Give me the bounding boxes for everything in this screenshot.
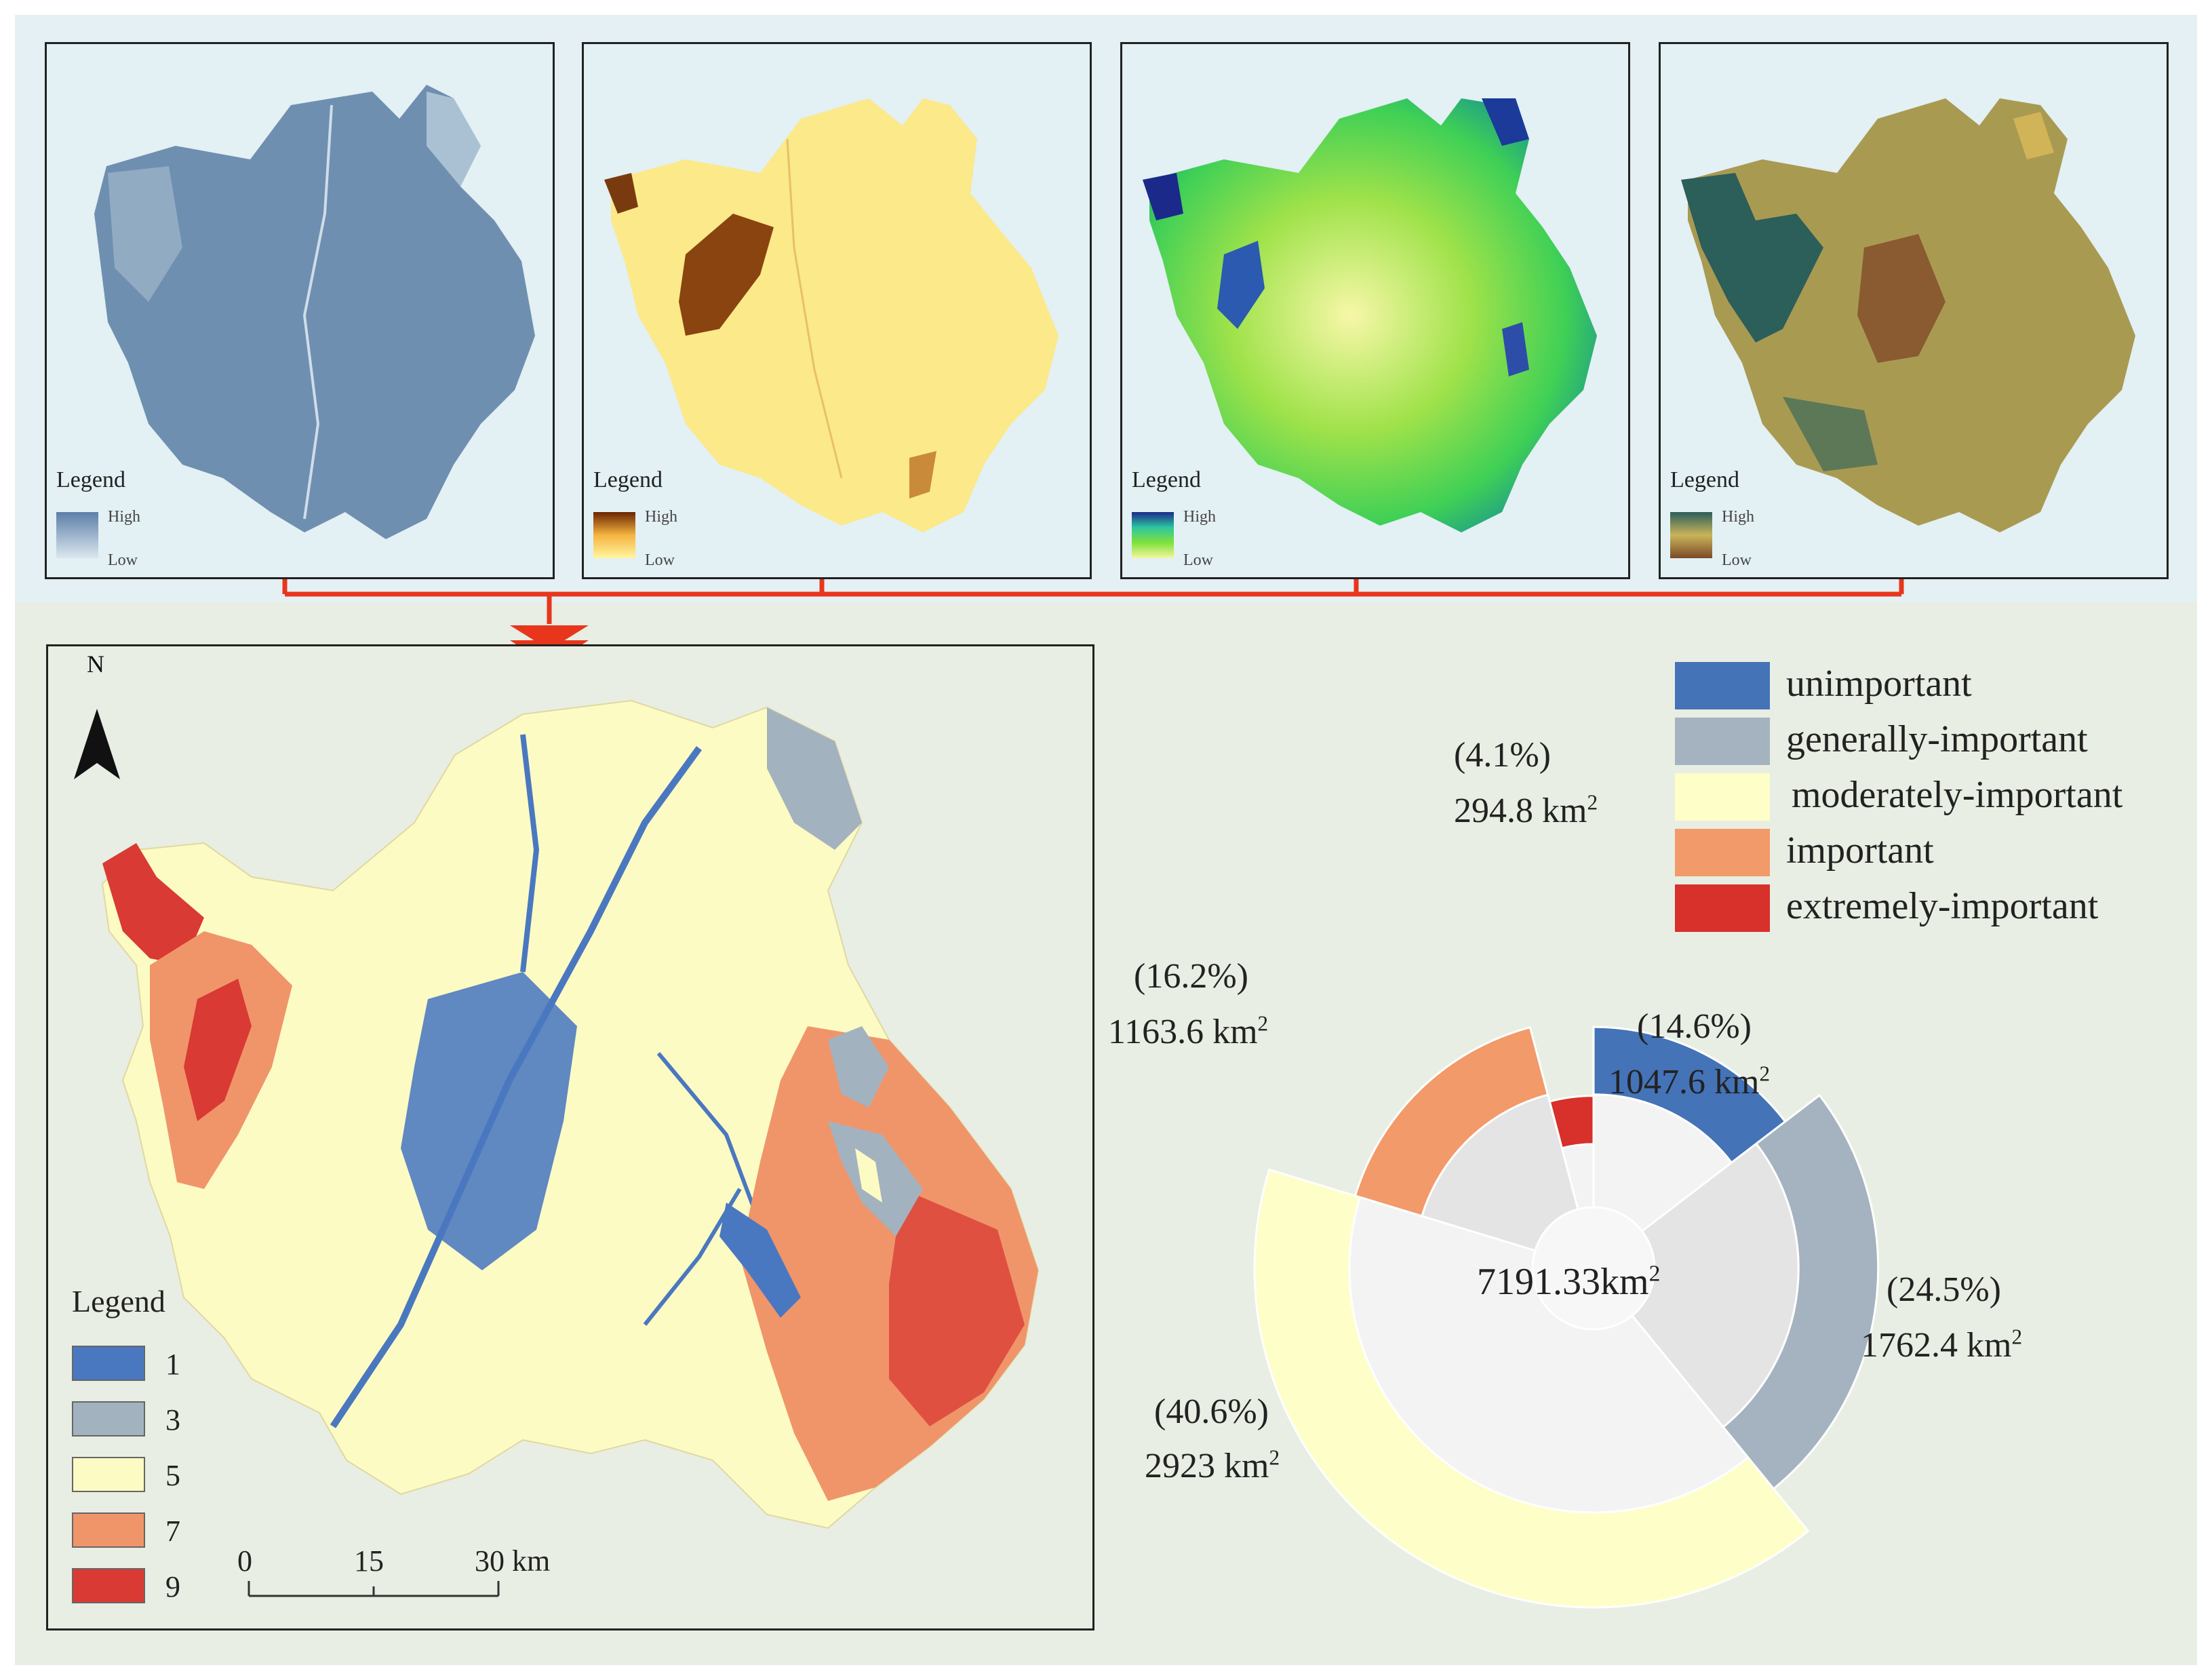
map-legend-swatch-5 (72, 1457, 145, 1492)
map-legend-swatch-1 (72, 1346, 145, 1381)
scale-bar (248, 1581, 500, 1597)
rose-center-hub (1531, 1206, 1656, 1331)
map-legend-label-3: 3 (165, 1403, 180, 1437)
scale-label-30: 30 km (475, 1544, 551, 1578)
factor-map-panel-3: Legend High Low (1120, 42, 1630, 579)
north-arrow-icon (74, 709, 120, 779)
area-label-moderately-important: 2923 km2 (1145, 1446, 1280, 1486)
factor-map-2-shape (604, 98, 1059, 532)
area-value: 1762.4 km (1861, 1326, 2012, 1365)
legend-title: Legend (593, 467, 663, 492)
area-unit: 2 (2011, 1325, 2023, 1349)
north-label: N (87, 650, 104, 678)
area-unit: 2 (1269, 1445, 1280, 1470)
category-label-unimportant: unimportant (1786, 663, 1972, 705)
category-swatch-moderately-important (1675, 773, 1770, 821)
region-shape (1149, 98, 1597, 532)
rose-inner-sector-generally-important (1592, 1142, 1800, 1429)
map-legend-label-7: 7 (165, 1515, 180, 1548)
area-unit: 2 (1587, 790, 1598, 815)
category-label-generally-important: generally-important (1786, 718, 2088, 760)
legend-title: Legend (1132, 467, 1201, 492)
map-legend-swatch-3 (72, 1401, 145, 1437)
factor-map-panel-4: Legend High Low (1659, 42, 2169, 579)
region-shape (611, 98, 1059, 532)
factor-map-1-shape (94, 85, 535, 539)
map-legend-label-9: 9 (165, 1570, 180, 1603)
area-label-extremely-important: 294.8 km2 (1454, 791, 1598, 831)
ramp-high-label: High (1183, 508, 1216, 526)
category-swatch-generally-important (1675, 718, 1770, 765)
legend-title: Legend (56, 467, 125, 492)
percent-label-generally-important: (24.5%) (1887, 1270, 2001, 1309)
category-label-important: important (1786, 829, 1934, 872)
area-value: 294.8 km (1454, 792, 1587, 830)
rose-outer-sectors (1253, 1025, 1880, 1609)
map-legend-label-5: 5 (165, 1459, 180, 1492)
map-legend-swatch-7 (72, 1512, 145, 1548)
category-label-moderately-important: moderately-important (1792, 774, 2123, 816)
ramp-high-label: High (645, 508, 677, 526)
category-swatch-unimportant (1675, 662, 1770, 709)
legend-title: Legend (1670, 467, 1739, 492)
ramp-low-label: Low (645, 551, 675, 569)
ramp-low-label: Low (108, 551, 138, 569)
region-shape (94, 85, 535, 539)
total-area-value: 7191.33km (1477, 1261, 1649, 1303)
area-value: 2923 km (1145, 1447, 1269, 1485)
importance-map (74, 699, 1040, 1597)
map-legend-swatch-9 (72, 1568, 145, 1603)
factor-map-panel-1: Legend High Low (45, 42, 555, 579)
area-value: 1163.6 km (1108, 1013, 1258, 1051)
total-area-label: 7191.33km2 (1477, 1260, 1660, 1304)
percent-label-important: (16.2%) (1134, 957, 1248, 996)
factor-map-4-shape (1681, 98, 2135, 532)
color-ramp (1670, 512, 1712, 558)
ramp-high-label: High (108, 508, 140, 526)
color-ramp (593, 512, 635, 558)
area-label-generally-important: 1762.4 km2 (1861, 1325, 2022, 1365)
rose-inner-sectors (1348, 1093, 1800, 1514)
percent-label-moderately-important: (40.6%) (1154, 1392, 1269, 1431)
factor-map-3-shape (1143, 98, 1597, 532)
percent-label-extremely-important: (4.1%) (1454, 736, 1551, 775)
rose-inner-sector-moderately-important (1348, 1196, 1750, 1514)
scale-label-0: 0 (237, 1544, 252, 1578)
color-ramp (1132, 512, 1174, 558)
factor-map-panel-2: Legend High Low (582, 42, 1092, 579)
ramp-low-label: Low (1183, 551, 1213, 569)
scale-label-15: 15 (354, 1544, 384, 1578)
area-value: 1047.6 km (1608, 1063, 1760, 1101)
category-swatch-important (1675, 829, 1770, 876)
ramp-high-label: High (1722, 508, 1754, 526)
color-ramp (56, 512, 98, 558)
area-label-unimportant: 1047.6 km2 (1608, 1062, 1770, 1102)
ramp-low-label: Low (1722, 551, 1752, 569)
category-label-extremely-important: extremely-important (1786, 885, 2099, 927)
area-unit: 2 (1257, 1011, 1269, 1036)
importance-map-panel (46, 644, 1094, 1630)
total-area-unit: 2 (1648, 1261, 1661, 1287)
area-label-important: 1163.6 km2 (1108, 1012, 1268, 1052)
map-legend-label-1: 1 (165, 1348, 180, 1381)
map-legend-title: Legend (72, 1284, 165, 1318)
category-swatch-extremely-important (1675, 884, 1770, 932)
area-unit: 2 (1759, 1061, 1771, 1086)
percent-label-unimportant: (14.6%) (1637, 1007, 1752, 1046)
